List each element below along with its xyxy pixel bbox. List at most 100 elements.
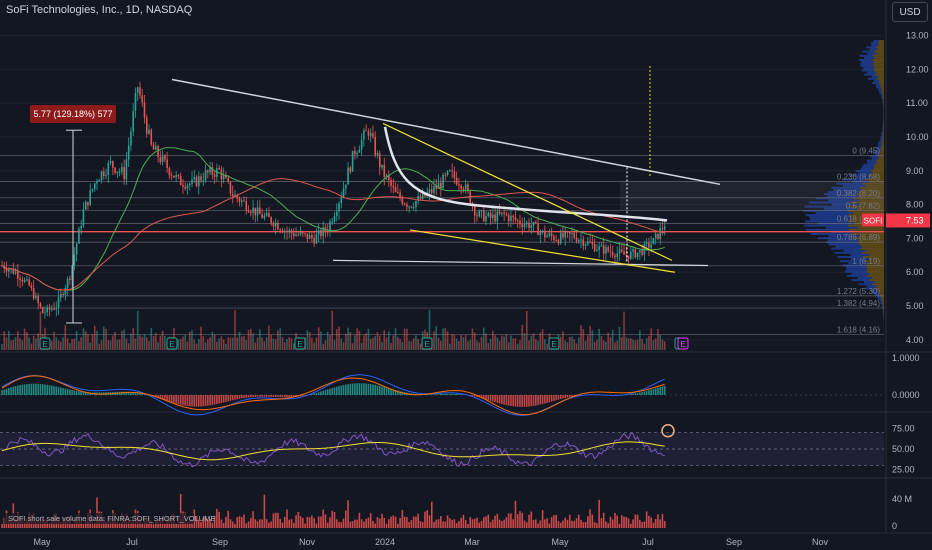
symbol-title[interactable]: SoFi Technologies, Inc., 1D, NASDAQ — [6, 4, 193, 16]
short-volume-bar — [652, 522, 655, 528]
short-volume-bar — [390, 516, 392, 528]
volume-bar — [109, 340, 112, 350]
candle-body — [87, 201, 89, 206]
profile-bar — [881, 304, 884, 307]
macd-hist-bar — [23, 384, 26, 395]
candle-body — [179, 175, 182, 186]
macd-hist-bar — [263, 395, 266, 397]
short-volume-bar — [584, 522, 587, 528]
volume-bar — [376, 332, 379, 350]
profile-bar — [873, 65, 884, 68]
short-volume-bar — [236, 517, 239, 528]
short-volume-bar — [516, 514, 519, 528]
candle-body — [437, 182, 440, 189]
candle-body — [295, 234, 297, 236]
short-volume-bar — [428, 515, 431, 528]
candle-body — [168, 167, 171, 176]
profile-bar — [869, 48, 878, 51]
profile-bar — [864, 260, 884, 263]
short-volume-bar — [254, 519, 257, 528]
profile-bar — [862, 256, 884, 259]
macd-hist-bar — [17, 385, 19, 395]
candle-body — [596, 249, 598, 252]
volume-bar — [521, 324, 524, 350]
candle-body — [315, 234, 318, 244]
volume-bar — [102, 326, 105, 350]
short-volume-bar — [207, 519, 209, 528]
volume-bar — [50, 341, 53, 350]
profile-bar — [860, 186, 884, 189]
candle-body — [415, 201, 417, 208]
candle-body — [64, 288, 67, 295]
candle-body — [143, 102, 146, 118]
macd-hist-bar — [62, 388, 64, 395]
macd-hist-bar — [426, 394, 429, 395]
time-axis-label: Mar — [464, 537, 480, 547]
candle-body — [139, 87, 141, 96]
volume-bar — [482, 327, 485, 350]
profile-bar — [864, 73, 876, 76]
candle-body — [73, 254, 76, 266]
volume-bar — [225, 343, 227, 350]
profile-bar — [883, 100, 884, 103]
volume-bar — [392, 335, 395, 350]
short-volume-bar — [213, 516, 216, 528]
candle-body — [89, 190, 92, 206]
price-tick-label: 12.00 — [906, 64, 929, 74]
short-volume-bar — [392, 515, 395, 528]
profile-bar — [882, 126, 884, 129]
volume-bar — [1, 344, 3, 350]
volume-bar — [261, 337, 263, 350]
short-volume-bar — [240, 517, 243, 528]
short-volume-bar — [369, 513, 372, 528]
volume-bar — [415, 335, 417, 350]
rsi-tick-label: 75.00 — [892, 423, 915, 433]
macd-hist-bar — [12, 386, 15, 395]
macd-hist-bar — [195, 395, 198, 407]
candle-body — [200, 176, 202, 181]
volume-bar — [369, 338, 372, 350]
short-volume-bar — [127, 520, 130, 528]
short-volume-bar — [193, 509, 196, 528]
volume-bar — [485, 333, 487, 350]
candle-body — [247, 210, 250, 213]
macd-hist-bar — [227, 395, 229, 402]
macd-hist-bar — [311, 394, 313, 395]
short-volume-bar — [430, 501, 433, 528]
volume-bar — [195, 343, 198, 350]
volume-bar — [584, 340, 587, 350]
macd-hist-bar — [125, 391, 128, 395]
candle-body — [544, 230, 546, 238]
profile-bar — [869, 253, 884, 256]
candle-body — [587, 241, 589, 245]
macd-hist-bar — [252, 395, 254, 397]
rsi-highlight-circle — [661, 424, 675, 438]
profile-bar — [875, 281, 884, 284]
candle-body — [331, 221, 334, 223]
profile-bar — [882, 92, 884, 95]
volume-bar — [559, 336, 562, 350]
candle-body — [197, 176, 200, 187]
macd-hist-bar — [349, 383, 352, 395]
candle-body — [591, 242, 594, 244]
short-volume-bar — [93, 522, 96, 528]
profile-bar — [858, 172, 873, 175]
candle-body — [152, 144, 155, 150]
short-volume-bar — [268, 522, 270, 528]
candle-body — [507, 215, 510, 222]
macd-hist-bar — [557, 395, 560, 400]
profile-bar — [882, 134, 884, 137]
candle-body — [57, 297, 60, 308]
earnings-marker-icon: E — [169, 340, 174, 349]
volume-bar — [562, 331, 564, 350]
macd-hist-bar — [462, 394, 465, 395]
candle-body — [50, 308, 53, 310]
short-volume-bar — [378, 518, 381, 528]
profile-bar — [859, 54, 874, 57]
candle-body — [467, 184, 469, 192]
volume-bar — [530, 335, 533, 350]
volume-bar — [256, 337, 259, 350]
currency-selector[interactable]: USD — [892, 2, 928, 22]
volume-bar — [30, 343, 33, 350]
